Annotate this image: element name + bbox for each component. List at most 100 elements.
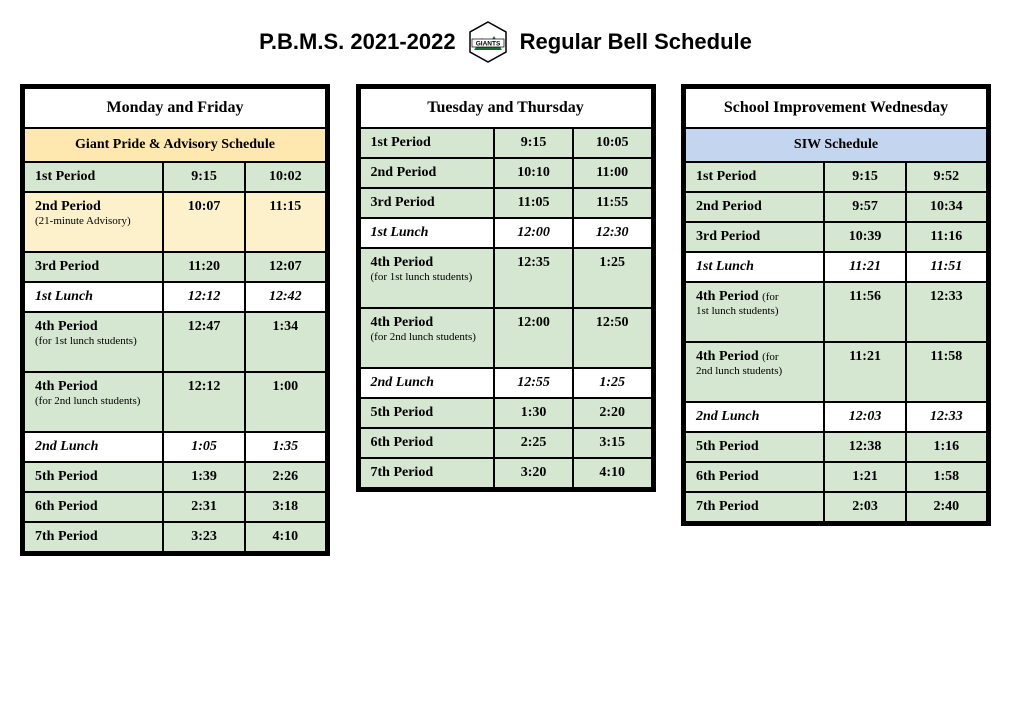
table-title: Tuesday and Thursday [360,88,652,128]
table-row: 4th Period(for 2nd lunch students)12:001… [360,308,652,368]
end-time: 1:25 [573,248,652,308]
start-time: 12:55 [494,368,573,398]
table-row: 3rd Period11:2012:07 [24,252,326,282]
table-row: 5th Period12:381:16 [685,432,987,462]
table-subhead-row: SIW Schedule [685,128,987,162]
table-row: 4th Period(for 2nd lunch students)12:121… [24,372,326,432]
table-title: Monday and Friday [24,88,326,128]
period-label: 6th Period [360,428,495,458]
start-time: 10:39 [824,222,905,252]
table-row: 2nd Lunch12:551:25 [360,368,652,398]
table-tue-thu: Tuesday and Thursday 1st Period9:1510:05… [356,84,656,492]
start-time: 10:07 [163,192,244,252]
start-time: 1:39 [163,462,244,492]
end-time: 2:40 [906,492,987,522]
period-label: 7th Period [24,522,163,552]
table-row: 4th Period(for 1st lunch students)12:471… [24,312,326,372]
table-row: 3rd Period10:3911:16 [685,222,987,252]
end-time: 11:15 [245,192,326,252]
period-label: 5th Period [360,398,495,428]
period-label: 2nd Lunch [360,368,495,398]
start-time: 9:57 [824,192,905,222]
table-subhead: Giant Pride & Advisory Schedule [24,128,326,162]
end-time: 12:42 [245,282,326,312]
table-row: 5th Period1:392:26 [24,462,326,492]
table-row: 1st Period9:1510:02 [24,162,326,192]
table-row: 3rd Period11:0511:55 [360,188,652,218]
table-row: 6th Period1:211:58 [685,462,987,492]
table-row: 4th Period (for1st lunch students)11:561… [685,282,987,342]
end-time: 11:58 [906,342,987,402]
period-label: 6th Period [685,462,824,492]
table-row: 4th Period(for 1st lunch students)12:351… [360,248,652,308]
end-time: 12:30 [573,218,652,248]
end-time: 3:15 [573,428,652,458]
end-time: 12:50 [573,308,652,368]
start-time: 2:31 [163,492,244,522]
table-row: 1st Period9:1510:05 [360,128,652,158]
start-time: 9:15 [163,162,244,192]
start-time: 3:23 [163,522,244,552]
table-title-row: Monday and Friday [24,88,326,128]
end-time: 11:00 [573,158,652,188]
end-time: 12:33 [906,282,987,342]
end-time: 1:34 [245,312,326,372]
period-label: 2nd Lunch [24,432,163,462]
period-label: 2nd Period(21-minute Advisory) [24,192,163,252]
start-time: 1:21 [824,462,905,492]
end-time: 9:52 [906,162,987,192]
period-label: 5th Period [685,432,824,462]
period-label: 4th Period(for 2nd lunch students) [360,308,495,368]
table-row: 2nd Period10:1011:00 [360,158,652,188]
end-time: 1:58 [906,462,987,492]
end-time: 3:18 [245,492,326,522]
tables-container: Monday and Friday Giant Pride & Advisory… [20,84,991,556]
start-time: 12:00 [494,308,573,368]
period-label: 1st Period [24,162,163,192]
header-right: Regular Bell Schedule [520,29,752,55]
start-time: 11:20 [163,252,244,282]
period-label: 2nd Period [685,192,824,222]
header-left: P.B.M.S. 2021-2022 [259,29,456,55]
period-label: 6th Period [24,492,163,522]
end-time: 1:00 [245,372,326,432]
start-time: 12:12 [163,372,244,432]
table-row: 7th Period3:204:10 [360,458,652,488]
period-label: 1st Lunch [685,252,824,282]
start-time: 9:15 [494,128,573,158]
start-time: 12:12 [163,282,244,312]
period-label: 3rd Period [685,222,824,252]
end-time: 10:34 [906,192,987,222]
start-time: 12:00 [494,218,573,248]
end-time: 10:02 [245,162,326,192]
period-label: 4th Period(for 2nd lunch students) [24,372,163,432]
table-subhead-row: Giant Pride & Advisory Schedule [24,128,326,162]
end-time: 2:26 [245,462,326,492]
table-row: 1st Lunch12:0012:30 [360,218,652,248]
start-time: 11:21 [824,252,905,282]
svg-text:GIANTS: GIANTS [475,41,500,48]
end-time: 11:16 [906,222,987,252]
period-label: 5th Period [24,462,163,492]
table-row: 2nd Period(21-minute Advisory)10:0711:15 [24,192,326,252]
start-time: 11:21 [824,342,905,402]
table-wed: School Improvement Wednesday SIW Schedul… [681,84,991,526]
start-time: 10:10 [494,158,573,188]
table-mon-fri: Monday and Friday Giant Pride & Advisory… [20,84,330,556]
table-title-row: Tuesday and Thursday [360,88,652,128]
table-row: 4th Period (for2nd lunch students)11:211… [685,342,987,402]
period-label: 3rd Period [360,188,495,218]
period-label: 7th Period [360,458,495,488]
start-time: 9:15 [824,162,905,192]
period-label: 1st Lunch [360,218,495,248]
table-row: 1st Period9:159:52 [685,162,987,192]
table-title: School Improvement Wednesday [685,88,987,128]
table-title-row: School Improvement Wednesday [685,88,987,128]
giants-logo: GIANTS [466,20,510,64]
end-time: 2:20 [573,398,652,428]
period-label: 1st Lunch [24,282,163,312]
end-time: 4:10 [245,522,326,552]
period-label: 7th Period [685,492,824,522]
page-header: P.B.M.S. 2021-2022 GIANTS Regular Bell S… [20,20,991,64]
table-row: 6th Period2:253:15 [360,428,652,458]
